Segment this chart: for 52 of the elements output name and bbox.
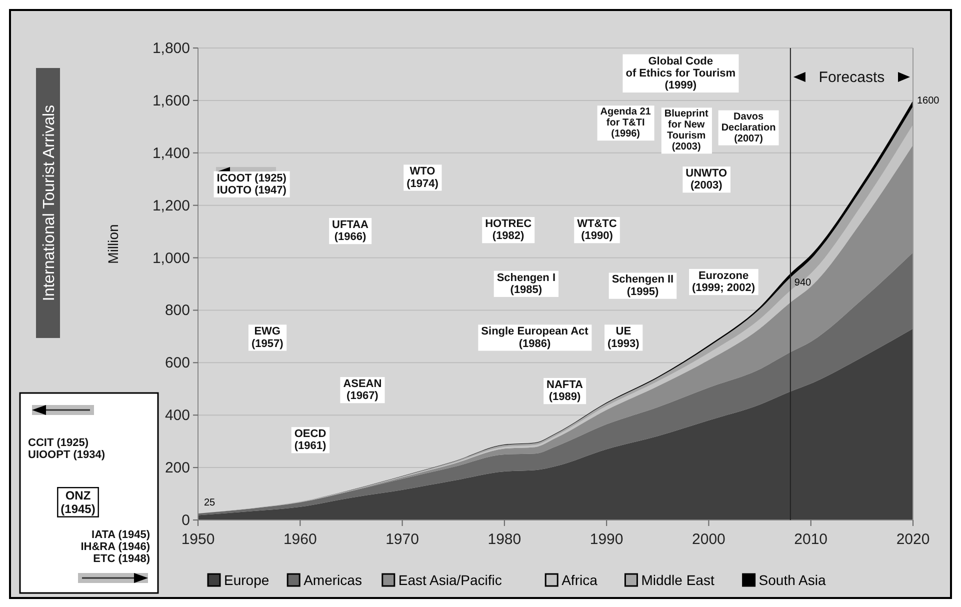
annotation: 25 [204,497,216,508]
x-tick-label: 2020 [896,531,930,548]
ref-line-label: Forecasts [818,69,885,86]
annotation: Global Code of Ethics for Tourism (1999) [626,55,736,92]
annotation: UE (1993) [608,326,640,350]
y-tick-label: 1,000 [152,250,190,267]
y-tick-label: 0 [182,512,190,529]
legend-label: Europe [224,572,270,588]
legend-label: East Asia/Pacific [398,572,502,588]
x-tick-label: 2000 [692,531,726,548]
y-tick-label: 1,400 [152,144,190,162]
text: IATA (1945) IH&RA (1946) ETC (1948) [80,528,150,565]
x-tick-label: 1950 [181,531,215,548]
y-tick-label: 200 [164,460,190,477]
annotation: UFTAA (1966) [332,218,369,244]
x-tick-label: 1960 [283,531,317,548]
annotation: Agenda 21 for T&TI (1996) [600,106,652,140]
y-tick-label: 1,200 [152,197,190,214]
annotation: Blueprint for New Tourism (2003) [664,108,709,153]
y-tick-label: 400 [164,407,190,424]
y-axis-title: Million [105,224,121,264]
x-tick-label: 1980 [488,531,522,548]
text: ONZ (1945) [60,488,96,516]
annotation: Schengen II (1995) [612,274,674,298]
y-tick-label: 800 [164,302,190,320]
y-tick-label: 1,800 [152,40,190,57]
x-tick-label: 1970 [386,531,419,548]
annotation: WT&TC (1990) [577,218,617,242]
text: CCIT (1925) UIOOPT (1934) [28,436,106,461]
y-tick-label: 1,600 [152,92,190,110]
legend-label: South Asia [758,572,826,588]
x-tick-label: 1990 [590,531,624,548]
annotation: HOTREC (1982) [485,218,532,242]
annotation: NAFTA (1989) [546,379,584,404]
annotation: 940 [794,278,812,289]
annotation: ASEAN (1967) [343,378,382,402]
annotation: OECD (1961) [294,428,326,452]
annotation: WTO (1974) [406,166,439,190]
annotation: 1600 [917,95,940,106]
annotation: Davos Declaration (2007) [721,111,776,144]
annotation: Single European Act (1986) [481,326,589,350]
annotation: Schengen I (1985) [496,272,556,296]
legend-label: Middle East [641,572,714,588]
y-tick-label: 600 [164,354,190,372]
annotation: EWG (1957) [251,326,284,350]
legend-label: Africa [562,572,598,588]
annotation: ICOOT (1925) IUOTO (1947) [216,172,287,196]
text: International Tourist Arrivals [41,104,58,302]
annotation: Eurozone (1999; 2002) [692,270,756,294]
legend-label: Americas [304,572,362,588]
x-tick-label: 2010 [794,531,828,548]
annotation: UNWTO (2003) [686,168,728,192]
